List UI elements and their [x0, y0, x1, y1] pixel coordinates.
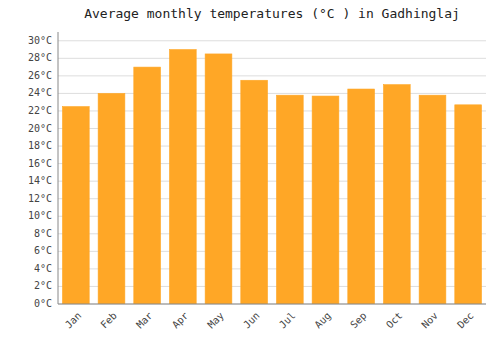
x-axis-line — [58, 304, 486, 305]
y-tick-label: 16°C — [28, 158, 52, 169]
y-tick-label: 0°C — [34, 298, 52, 309]
y-tick-label: 14°C — [28, 175, 52, 186]
y-tick-label: 6°C — [34, 245, 52, 256]
bar — [312, 96, 339, 304]
bars — [62, 50, 481, 304]
bar — [383, 85, 410, 304]
y-tick-label: 4°C — [34, 263, 52, 274]
y-tick-label: 2°C — [34, 280, 52, 291]
x-tick-label: May — [205, 310, 226, 331]
x-tick-label: Nov — [419, 310, 440, 331]
x-tick-label: Jan — [63, 310, 84, 331]
y-tick-label: 20°C — [28, 123, 52, 134]
grid — [58, 41, 486, 304]
y-tick-label: 12°C — [28, 193, 52, 204]
x-tick-label: Jun — [241, 310, 262, 331]
y-tick-label: 28°C — [28, 52, 52, 63]
y-tick-label: 24°C — [28, 87, 52, 98]
grid-line — [58, 75, 486, 76]
y-tick-label: 8°C — [34, 228, 52, 239]
x-tick-labels: Jan Feb Mar Apr May Jun Jul Aug Sep Oct Nov Dec — [63, 310, 476, 331]
y-tick-label: 18°C — [28, 140, 52, 151]
x-tick-label: Jul — [277, 310, 298, 331]
chart: Average monthly temperatures (°C ) in Ga… — [0, 0, 500, 350]
x-tick-label: Feb — [98, 310, 119, 331]
bar — [241, 80, 268, 304]
bar — [276, 95, 303, 304]
y-tick-label: 22°C — [28, 105, 52, 116]
bar — [169, 50, 196, 304]
bar — [419, 95, 446, 304]
y-axis-line — [58, 32, 59, 304]
x-tick-label: Apr — [170, 310, 191, 331]
chart-root: Average monthly temperatures (°C ) in Ga… — [0, 0, 500, 350]
bar — [134, 67, 161, 304]
bar — [98, 93, 125, 304]
y-tick-label: 10°C — [28, 210, 52, 221]
bar — [348, 89, 375, 304]
grid-line — [58, 304, 486, 305]
x-tick-label: Mar — [134, 310, 155, 331]
x-tick-label: Aug — [312, 310, 333, 331]
y-tick-labels: 0°C 2°C 4°C 6°C 8°C 10°C 12°C 14°C 16°C 18°C 20°C 2… — [28, 35, 52, 309]
x-tick-label: Dec — [455, 310, 476, 331]
bar — [205, 54, 232, 304]
title: Average monthly temperatures (°C ) in Ga… — [84, 6, 460, 21]
x-tick-label: Oct — [384, 310, 405, 331]
x-tick-label: Sep — [348, 310, 369, 331]
grid-line — [58, 40, 486, 41]
bar — [455, 105, 482, 304]
bar — [62, 107, 89, 304]
grid-line — [58, 58, 486, 59]
y-tick-label: 26°C — [28, 70, 52, 81]
y-tick-label: 30°C — [28, 35, 52, 46]
